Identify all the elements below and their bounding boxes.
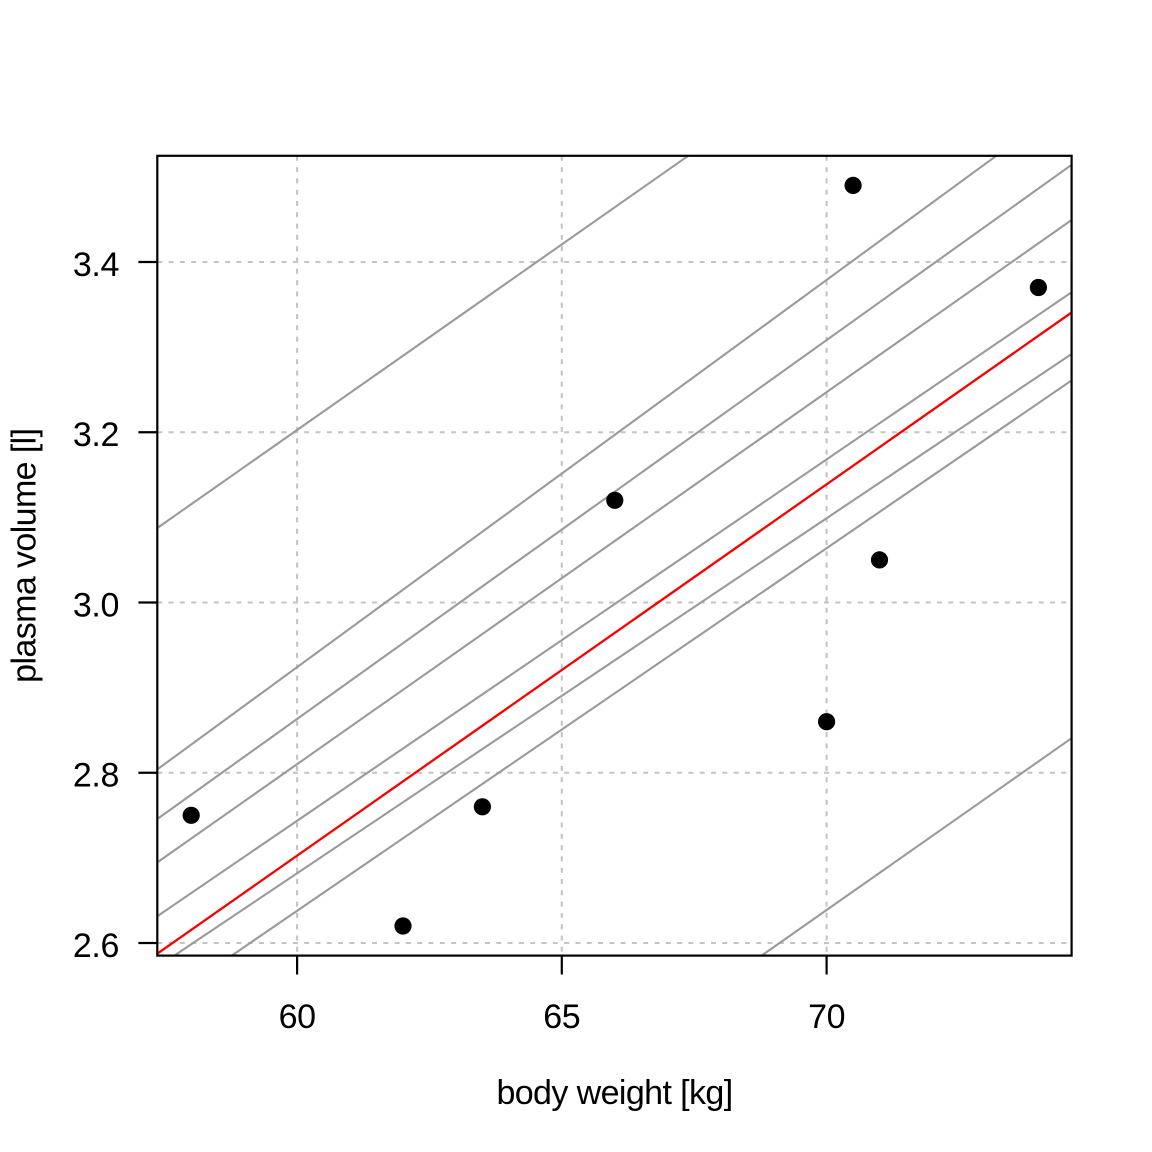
svg-text:3.2: 3.2: [73, 416, 119, 454]
svg-text:70: 70: [808, 998, 845, 1036]
svg-text:60: 60: [279, 998, 316, 1036]
svg-text:65: 65: [543, 998, 580, 1036]
svg-text:2.8: 2.8: [73, 757, 119, 795]
svg-text:3.0: 3.0: [73, 586, 119, 624]
svg-text:3.4: 3.4: [73, 246, 119, 284]
svg-text:body weight [kg]: body weight [kg]: [496, 1074, 732, 1112]
svg-text:plasma volume [l]: plasma volume [l]: [6, 429, 44, 683]
svg-text:2.6: 2.6: [73, 927, 119, 965]
